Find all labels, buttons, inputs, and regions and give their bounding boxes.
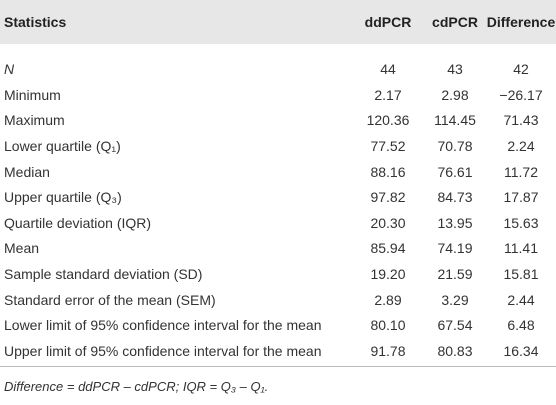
table-row: Standard error of the mean (SEM) 2.89 3.29… — [0, 287, 556, 313]
table-body: N 44 43 42 Minimum 2.17 2.98 −26.17 Maximum 120.3… — [0, 44, 556, 367]
table-row: N 44 43 42 — [0, 44, 556, 82]
table-row: Sample standard deviation (SD) 19.20 21.59… — [0, 261, 556, 287]
value-cell: 84.73 — [437, 189, 473, 206]
label-cell: Quartile deviation (IQR) — [4, 214, 152, 231]
label-cell: Upper quartile (Q₃) — [4, 189, 122, 206]
value-cell: 80.83 — [424, 337, 486, 367]
label-cell: N — [4, 61, 15, 77]
footnote: Difference = ddPCR – cdPCR; IQR = Q₃ – Q… — [4, 378, 269, 394]
statistics-table: Statistics ddPCR cdPCR Difference N 44 43 42 Mi… — [0, 0, 556, 367]
value-cell: 17.87 — [503, 189, 539, 206]
value-cell: 77.52 — [370, 137, 406, 154]
table-row: Lower quartile (Q₁) 77.52 70.78 2.24 — [0, 133, 556, 159]
value-cell: 88.16 — [370, 163, 406, 180]
value-cell: 2.24 — [507, 137, 535, 154]
value-cell: 11.72 — [504, 163, 538, 180]
table-header: Statistics ddPCR cdPCR Difference — [0, 0, 556, 44]
value-cell: 16.34 — [486, 337, 556, 367]
label-cell: Minimum — [4, 86, 61, 103]
value-cell: 97.82 — [370, 189, 406, 206]
header-cell: ddPCR — [352, 0, 424, 44]
value-cell: 42 — [513, 61, 529, 77]
value-cell: 120.36 — [366, 112, 410, 129]
label-cell: Lower limit of 95% confidence interval f… — [4, 317, 322, 334]
table-row: Minimum 2.17 2.98 −26.17 — [0, 82, 556, 108]
header-cell: cdPCR — [424, 0, 486, 44]
value-cell: 20.30 — [370, 214, 406, 231]
value-cell: 91.78 — [352, 337, 424, 367]
value-cell: 2.89 — [374, 291, 402, 308]
value-cell: 21.59 — [437, 265, 473, 282]
value-cell: 44 — [380, 61, 396, 77]
label-cell: Standard error of the mean (SEM) — [4, 291, 216, 308]
table-row: Maximum 120.36 114.45 71.43 — [0, 108, 556, 134]
value-cell: 67.54 — [437, 317, 473, 334]
value-cell: 6.48 — [507, 317, 535, 334]
table-row: Upper quartile (Q₃) 97.82 84.73 17.87 — [0, 184, 556, 210]
value-cell: 114.45 — [434, 112, 476, 129]
value-cell: 2.98 — [441, 86, 469, 103]
label-cell: Maximum — [4, 112, 65, 129]
value-cell: 2.17 — [374, 86, 402, 103]
value-cell: 70.78 — [437, 137, 473, 154]
value-cell: −26.17 — [499, 86, 543, 103]
table-row: Upper limit of 95% confidence interval f… — [0, 337, 556, 367]
value-cell: 85.94 — [370, 240, 406, 257]
value-cell: 76.61 — [437, 163, 473, 180]
table-row: Quartile deviation (IQR) 20.30 13.95 15.63 — [0, 210, 556, 236]
label-cell: Upper limit of 95% confidence interval f… — [0, 337, 352, 367]
value-cell: 3.29 — [441, 291, 469, 308]
value-cell: 43 — [447, 61, 463, 77]
table-row: Mean 85.94 74.19 11.41 — [0, 236, 556, 262]
label-cell: Lower quartile (Q₁) — [4, 137, 121, 154]
table-row: Median 88.16 76.61 11.72 — [0, 159, 556, 185]
value-cell: 19.20 — [370, 265, 406, 282]
value-cell: 2.44 — [507, 291, 535, 308]
header-cell: Difference — [486, 0, 556, 44]
value-cell: 13.95 — [437, 214, 473, 231]
label-cell: Mean — [4, 240, 40, 257]
value-cell: 74.19 — [437, 240, 473, 257]
header-row: Statistics ddPCR cdPCR Difference — [0, 0, 556, 44]
header-cell: Statistics — [0, 0, 352, 44]
label-cell: Sample standard deviation (SD) — [4, 265, 203, 282]
value-cell: 11.41 — [504, 240, 538, 257]
value-cell: 80.10 — [370, 317, 406, 334]
table-row: Lower limit of 95% confidence interval f… — [0, 312, 556, 338]
label-cell: Median — [4, 163, 50, 180]
value-cell: 15.81 — [503, 265, 539, 282]
value-cell: 15.63 — [503, 214, 539, 231]
value-cell: 71.43 — [503, 112, 539, 129]
